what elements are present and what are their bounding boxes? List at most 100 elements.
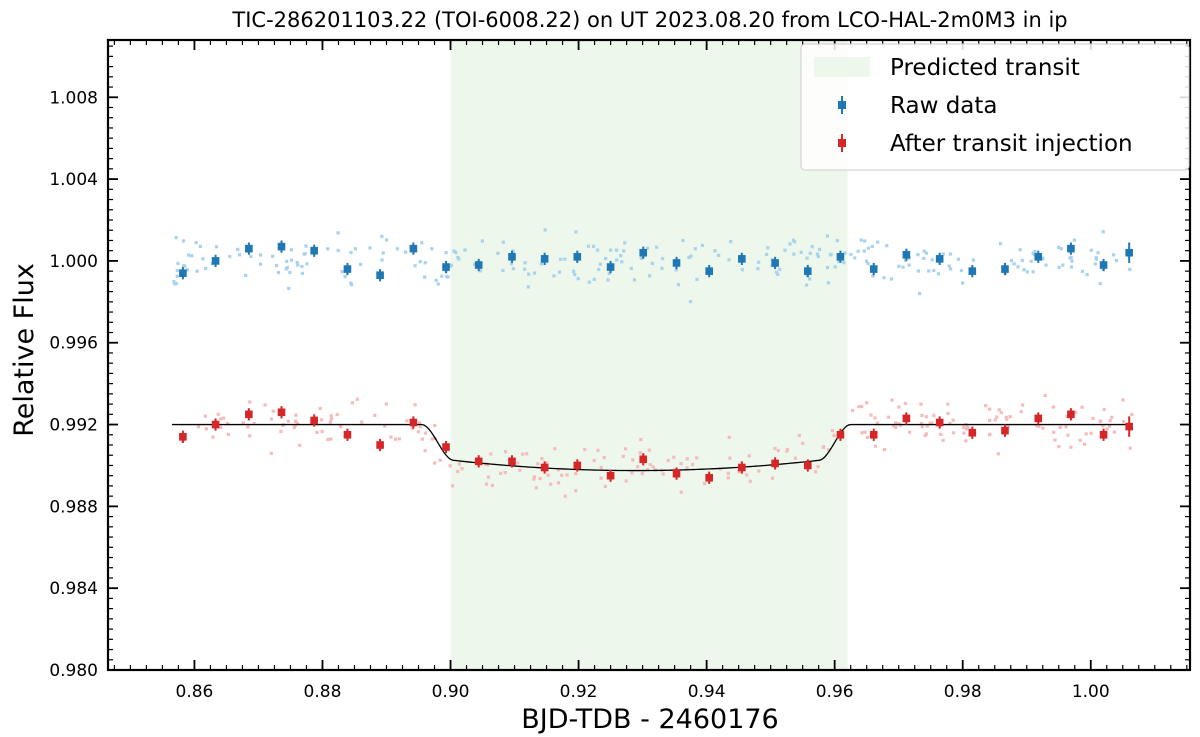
unbinned-point	[329, 414, 333, 418]
unbinned-point	[436, 282, 440, 286]
unbinned-point	[384, 402, 388, 406]
data-point	[1125, 422, 1133, 431]
unbinned-point	[615, 258, 619, 262]
unbinned-point	[614, 248, 619, 252]
unbinned-point	[349, 250, 353, 255]
unbinned-point	[666, 458, 670, 463]
unbinned-point	[1098, 419, 1102, 424]
unbinned-point	[892, 424, 896, 428]
unbinned-point	[289, 258, 294, 262]
unbinned-point	[294, 413, 298, 417]
unbinned-point	[389, 435, 393, 439]
unbinned-point	[865, 401, 869, 405]
unbinned-point	[897, 405, 901, 409]
data-point	[343, 430, 352, 439]
unbinned-point	[241, 421, 245, 425]
unbinned-point	[503, 470, 507, 475]
unbinned-point	[700, 243, 705, 247]
unbinned-point	[405, 419, 409, 423]
unbinned-point	[484, 482, 489, 486]
unbinned-point	[204, 266, 208, 271]
unbinned-point	[866, 262, 870, 266]
data-point	[277, 242, 286, 251]
unbinned-point	[303, 252, 307, 256]
unbinned-point	[174, 281, 178, 286]
unbinned-point	[923, 433, 927, 438]
x-tick-label: 0.86	[176, 682, 214, 702]
unbinned-point	[695, 277, 699, 282]
unbinned-point	[448, 464, 452, 468]
unbinned-point	[336, 231, 340, 235]
unbinned-point	[808, 251, 812, 255]
unbinned-point	[190, 254, 194, 258]
data-point	[573, 253, 582, 261]
unbinned-point	[687, 255, 691, 260]
unbinned-point	[1057, 245, 1061, 250]
unbinned-point	[293, 423, 297, 428]
unbinned-point	[702, 481, 707, 486]
unbinned-point	[875, 421, 880, 425]
unbinned-point	[654, 245, 659, 249]
unbinned-point	[1008, 415, 1012, 419]
unbinned-point	[661, 472, 665, 476]
unbinned-point	[413, 264, 417, 268]
unbinned-point	[350, 401, 355, 405]
unbinned-point	[960, 281, 965, 285]
unbinned-point	[591, 244, 596, 248]
unbinned-point	[326, 247, 330, 251]
unbinned-point	[175, 268, 179, 273]
data-point	[771, 459, 779, 468]
data-point	[343, 265, 352, 273]
unbinned-point	[624, 479, 628, 483]
unbinned-point	[645, 467, 650, 472]
unbinned-point	[650, 261, 654, 266]
unbinned-point	[252, 421, 256, 426]
x-tick-label: 0.92	[560, 682, 598, 702]
data-point	[277, 408, 286, 417]
unbinned-point	[862, 249, 866, 253]
unbinned-point	[920, 425, 924, 429]
unbinned-point	[538, 476, 542, 481]
unbinned-point	[1074, 410, 1078, 415]
data-point	[836, 253, 845, 261]
legend-box	[800, 43, 1190, 171]
unbinned-point	[916, 269, 920, 273]
unbinned-point	[298, 443, 302, 447]
unbinned-point	[560, 473, 564, 477]
unbinned-point	[870, 244, 874, 249]
data-point	[211, 257, 220, 265]
unbinned-point	[521, 452, 525, 456]
unbinned-point	[236, 247, 240, 252]
unbinned-point	[269, 417, 274, 421]
unbinned-point	[971, 258, 976, 262]
unbinned-point	[501, 240, 506, 244]
unbinned-point	[336, 248, 340, 253]
unbinned-point	[319, 418, 324, 422]
legend-point	[838, 139, 846, 147]
unbinned-point	[997, 408, 1001, 412]
unbinned-point	[776, 449, 780, 453]
unbinned-point	[1019, 410, 1023, 414]
unbinned-point	[835, 239, 839, 243]
unbinned-point	[1110, 415, 1114, 419]
data-point	[1034, 253, 1043, 261]
unbinned-point	[816, 254, 820, 259]
unbinned-point	[295, 421, 300, 425]
unbinned-point	[808, 277, 812, 281]
unbinned-point	[766, 246, 770, 250]
unbinned-point	[727, 435, 731, 439]
unbinned-point	[1029, 259, 1033, 263]
unbinned-point	[623, 241, 627, 245]
unbinned-point	[866, 246, 870, 250]
unbinned-point	[383, 424, 387, 428]
unbinned-point	[871, 274, 875, 278]
unbinned-point	[647, 448, 651, 452]
unbinned-point	[454, 250, 458, 255]
unbinned-point	[565, 473, 569, 477]
unbinned-point	[1105, 427, 1109, 431]
data-point	[639, 455, 648, 464]
unbinned-point	[773, 446, 777, 451]
unbinned-point	[952, 431, 956, 435]
data-point	[672, 469, 681, 478]
unbinned-point	[959, 269, 964, 273]
